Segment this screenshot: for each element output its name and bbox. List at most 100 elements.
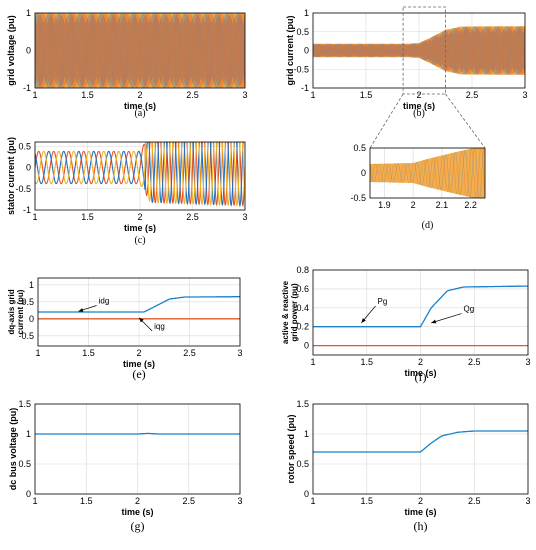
series-line-idg: [38, 296, 240, 313]
y-tick-label: 1: [304, 8, 309, 18]
series-phase-line: [313, 26, 525, 75]
series-line-Pg: [313, 285, 528, 328]
annotation-label: idg: [99, 297, 110, 306]
plot-frame: [37, 277, 241, 347]
panel-e: 1 1.5 2 2.5 3 1 0.5 0 -0.5 time (s) dq-axis grid cu…: [7, 277, 243, 381]
panel-a: 1 1.5 2 2.5 3 1 0 -1 time (s) grid voltage (pu) (a…: [6, 8, 248, 119]
x-tick-label: 2.5: [468, 357, 481, 367]
y-tick-label: 0: [304, 46, 309, 56]
series-group: [313, 26, 525, 75]
panel-caption: (g): [131, 519, 145, 533]
series-line: [35, 432, 240, 435]
x-axis-label: time (s): [124, 101, 156, 111]
y-tick-label: 0: [26, 46, 31, 56]
series-group: [38, 296, 240, 320]
series-phase-line: [370, 148, 485, 198]
x-tick-label: 2: [137, 212, 142, 222]
x-tick-label: 2: [137, 90, 142, 100]
series-phase-line: [370, 148, 485, 198]
series-line-phase-1: [35, 142, 245, 207]
x-tick-label: 3: [237, 496, 242, 506]
x-tick-label: 1.5: [82, 348, 95, 358]
x-tick-label: 1.9: [378, 200, 391, 210]
y-tick-label: 1: [26, 8, 31, 18]
annotation-arrowhead: [78, 308, 84, 312]
y-axis-label: rotor speed (pu): [286, 414, 296, 483]
x-tick-label: 2.5: [183, 348, 196, 358]
plot-frame: [34, 141, 246, 211]
x-axis-label: time (s): [404, 368, 436, 378]
y-tick-label: 0: [361, 168, 366, 178]
panel-caption: (a): [134, 108, 145, 119]
y-tick-label: 1: [29, 280, 34, 290]
annotation-arrowhead: [361, 318, 366, 323]
series-group: [313, 285, 528, 347]
y-tick-label: 0: [26, 163, 31, 173]
x-tick-label: 2: [416, 90, 421, 100]
y-axis-label: grid voltage (pu): [6, 15, 16, 86]
panel-caption: (e): [132, 367, 145, 381]
y-axis-label-line: dq-axis grid: [7, 289, 16, 334]
y-axis-label: dc bus voltage (pu): [8, 408, 18, 491]
panel-caption: (b): [413, 108, 425, 119]
x-tick-label: 2: [135, 496, 140, 506]
x-tick-label: 3: [242, 90, 247, 100]
x-axis-label: time (s): [403, 101, 435, 111]
x-tick-label: 2.5: [468, 496, 481, 506]
y-tick-label: 1.5: [296, 399, 309, 409]
y-tick-label: 1: [26, 429, 31, 439]
x-tick-label: 2: [418, 357, 423, 367]
y-tick-label: 0: [304, 489, 309, 499]
x-tick-label: 3: [525, 357, 530, 367]
plot-frame: [312, 269, 529, 356]
annotation-arrowhead: [139, 317, 144, 323]
x-tick-label: 1.5: [360, 357, 373, 367]
x-tick-label: 1.5: [80, 496, 93, 506]
series-group: [370, 148, 485, 198]
panel-c: 1 1.5 2 2.5 3 0.5 0 -0.5 -1 time (s) stator curren…: [6, 137, 248, 246]
panel-caption: (d): [422, 220, 434, 231]
x-tick-label: 3: [525, 496, 530, 506]
series-phase-line: [313, 26, 525, 75]
y-tick-label: 1.5: [18, 399, 31, 409]
x-axis-label: time (s): [124, 223, 156, 233]
y-axis-label-line: grid power (pu): [290, 283, 299, 342]
y-axis-label-line: current (pu): [16, 289, 25, 334]
y-tick-label: 0.5: [296, 459, 309, 469]
x-tick-label: 2.5: [186, 90, 199, 100]
series-group: [35, 432, 240, 435]
y-tick-label: 0: [29, 314, 34, 324]
x-tick-label: 3: [522, 90, 527, 100]
y-tick-label: 0.8: [296, 265, 309, 275]
y-tick-label: 0.5: [18, 141, 31, 151]
y-tick-label: 0.4: [296, 303, 309, 313]
panel-b: 1 1.5 2 2.5 3 1 0.5 0 -0.5 -1 time (s) grid current…: [285, 8, 528, 119]
y-tick-label: 0.5: [18, 459, 31, 469]
x-tick-label: 2: [136, 348, 141, 358]
panel-caption: (f): [415, 370, 427, 384]
y-tick-label: -1: [23, 205, 31, 215]
x-axis-label: time (s): [404, 507, 436, 517]
y-tick-label: 0.5: [353, 143, 366, 153]
series-group: [35, 13, 245, 88]
y-tick-label: -1: [23, 83, 31, 93]
x-tick-label: 1.5: [81, 212, 94, 222]
x-tick-label: 3: [242, 212, 247, 222]
plot-frame: [34, 403, 241, 495]
plot-frame: [369, 147, 486, 199]
series-group: [35, 142, 245, 208]
plot-frame: [312, 12, 526, 89]
y-axis-label: stator current (pu): [6, 137, 16, 215]
y-tick-label: -0.5: [15, 184, 31, 194]
panel-caption: (h): [414, 519, 428, 533]
x-tick-label: 2.5: [186, 212, 199, 222]
y-tick-label: -0.5: [18, 331, 34, 341]
x-tick-label: 2.2: [464, 200, 477, 210]
series-phase-line: [35, 13, 245, 88]
zoom-box: [402, 6, 446, 95]
x-tick-label: 1: [310, 357, 315, 367]
series-phase-line: [370, 148, 485, 198]
series-line-phase-3: [35, 142, 245, 207]
x-axis-label: time (s): [123, 359, 155, 369]
panel-f: 1 1.5 2 2.5 3 0.8 0.6 0.4 0.2 0 time (s) active & r…: [281, 265, 531, 384]
